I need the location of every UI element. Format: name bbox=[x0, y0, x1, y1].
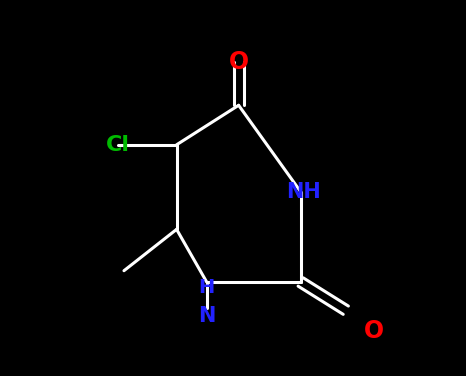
Text: H: H bbox=[199, 278, 215, 297]
Text: O: O bbox=[364, 319, 384, 343]
Text: Cl: Cl bbox=[106, 135, 130, 155]
Text: O: O bbox=[229, 50, 249, 74]
Text: NH: NH bbox=[286, 182, 321, 202]
Text: N: N bbox=[198, 306, 215, 326]
